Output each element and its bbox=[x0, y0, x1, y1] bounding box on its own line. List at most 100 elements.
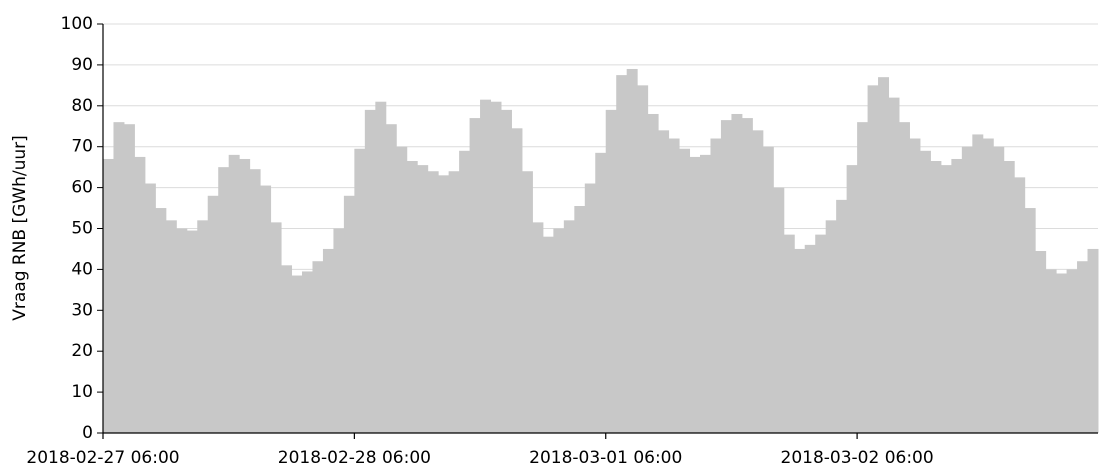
bar bbox=[249, 169, 261, 433]
bar bbox=[385, 124, 397, 433]
bar bbox=[961, 146, 973, 433]
y-tick-label: 90 bbox=[71, 55, 93, 75]
y-tick-label: 20 bbox=[71, 341, 93, 361]
bar bbox=[459, 150, 471, 434]
bar bbox=[783, 234, 795, 433]
x-tick-label: 2018-03-02 06:00 bbox=[781, 448, 934, 468]
bar bbox=[626, 68, 638, 434]
bar bbox=[773, 187, 785, 433]
bar bbox=[679, 148, 691, 433]
x-tick-label: 2018-02-28 06:00 bbox=[278, 448, 431, 468]
bar bbox=[605, 109, 617, 433]
bar bbox=[396, 146, 408, 433]
bar bbox=[375, 101, 387, 434]
bar bbox=[804, 244, 816, 433]
bar bbox=[186, 230, 198, 433]
bar bbox=[218, 167, 230, 433]
bar bbox=[113, 122, 125, 433]
bar bbox=[1087, 248, 1099, 433]
bar bbox=[521, 171, 533, 434]
y-tick-label: 70 bbox=[71, 137, 93, 157]
y-tick-label: 80 bbox=[71, 96, 93, 116]
bar bbox=[720, 120, 732, 434]
x-tick-label: 2018-02-27 06:00 bbox=[26, 448, 179, 468]
bar bbox=[878, 77, 890, 434]
bar bbox=[312, 261, 324, 433]
bar bbox=[165, 220, 177, 433]
bar bbox=[123, 124, 135, 433]
bar bbox=[700, 154, 711, 433]
bar bbox=[584, 183, 596, 433]
bar bbox=[909, 138, 921, 433]
bar bbox=[815, 234, 827, 433]
y-tick-label: 60 bbox=[71, 178, 93, 198]
bar bbox=[553, 228, 565, 433]
bar bbox=[103, 158, 114, 433]
y-tick-label: 50 bbox=[71, 219, 93, 239]
bar bbox=[857, 122, 869, 433]
bar bbox=[1014, 177, 1026, 433]
bar bbox=[228, 154, 240, 433]
y-tick-label: 100 bbox=[61, 14, 93, 34]
bar bbox=[951, 158, 963, 433]
bar bbox=[563, 220, 575, 433]
bar bbox=[448, 171, 460, 434]
y-axis-title: Vraag RNB [GWh/uur] bbox=[10, 135, 30, 321]
bar bbox=[333, 228, 345, 433]
bar bbox=[888, 97, 900, 434]
bar bbox=[1066, 269, 1078, 433]
y-tick-label: 0 bbox=[82, 423, 93, 443]
bar bbox=[134, 156, 146, 434]
bar bbox=[501, 109, 512, 433]
bar bbox=[1077, 261, 1089, 433]
bar bbox=[364, 109, 376, 433]
bar bbox=[940, 165, 952, 434]
bar bbox=[899, 122, 910, 433]
bar bbox=[480, 99, 492, 433]
bar bbox=[542, 236, 554, 433]
bar bbox=[343, 195, 355, 433]
bar bbox=[438, 175, 450, 433]
bar bbox=[354, 148, 366, 433]
bar bbox=[176, 228, 188, 433]
bar bbox=[511, 128, 523, 434]
bar bbox=[825, 220, 837, 433]
bar bbox=[972, 134, 984, 433]
bar bbox=[574, 206, 586, 433]
bar bbox=[239, 158, 251, 433]
bar bbox=[1045, 269, 1057, 433]
bar bbox=[1024, 208, 1036, 433]
bar bbox=[417, 165, 429, 434]
bar bbox=[270, 222, 282, 433]
bar bbox=[595, 152, 607, 433]
bar bbox=[762, 146, 774, 433]
bar bbox=[616, 75, 628, 433]
bar bbox=[752, 130, 764, 433]
bar bbox=[260, 185, 272, 433]
bar bbox=[281, 265, 293, 433]
bar bbox=[469, 118, 481, 433]
bar bbox=[647, 113, 659, 433]
y-tick-label: 30 bbox=[71, 300, 93, 320]
x-tick-label: 2018-03-01 06:00 bbox=[529, 448, 682, 468]
bar bbox=[302, 271, 313, 433]
bar bbox=[490, 101, 502, 434]
y-tick-label: 40 bbox=[71, 259, 93, 279]
bar bbox=[197, 220, 209, 433]
bar bbox=[982, 138, 994, 433]
bar bbox=[144, 183, 156, 433]
bar bbox=[867, 85, 879, 433]
bar bbox=[1003, 161, 1015, 433]
bar bbox=[993, 146, 1005, 433]
bar bbox=[668, 138, 680, 433]
bar bbox=[1056, 273, 1068, 433]
y-tick-label: 10 bbox=[71, 382, 93, 402]
bar bbox=[836, 199, 848, 433]
bar bbox=[637, 85, 649, 433]
bar bbox=[427, 171, 439, 434]
bar bbox=[919, 150, 931, 434]
bar bbox=[710, 138, 722, 433]
bar bbox=[658, 130, 670, 433]
bar bbox=[689, 156, 701, 434]
bar bbox=[731, 113, 743, 433]
